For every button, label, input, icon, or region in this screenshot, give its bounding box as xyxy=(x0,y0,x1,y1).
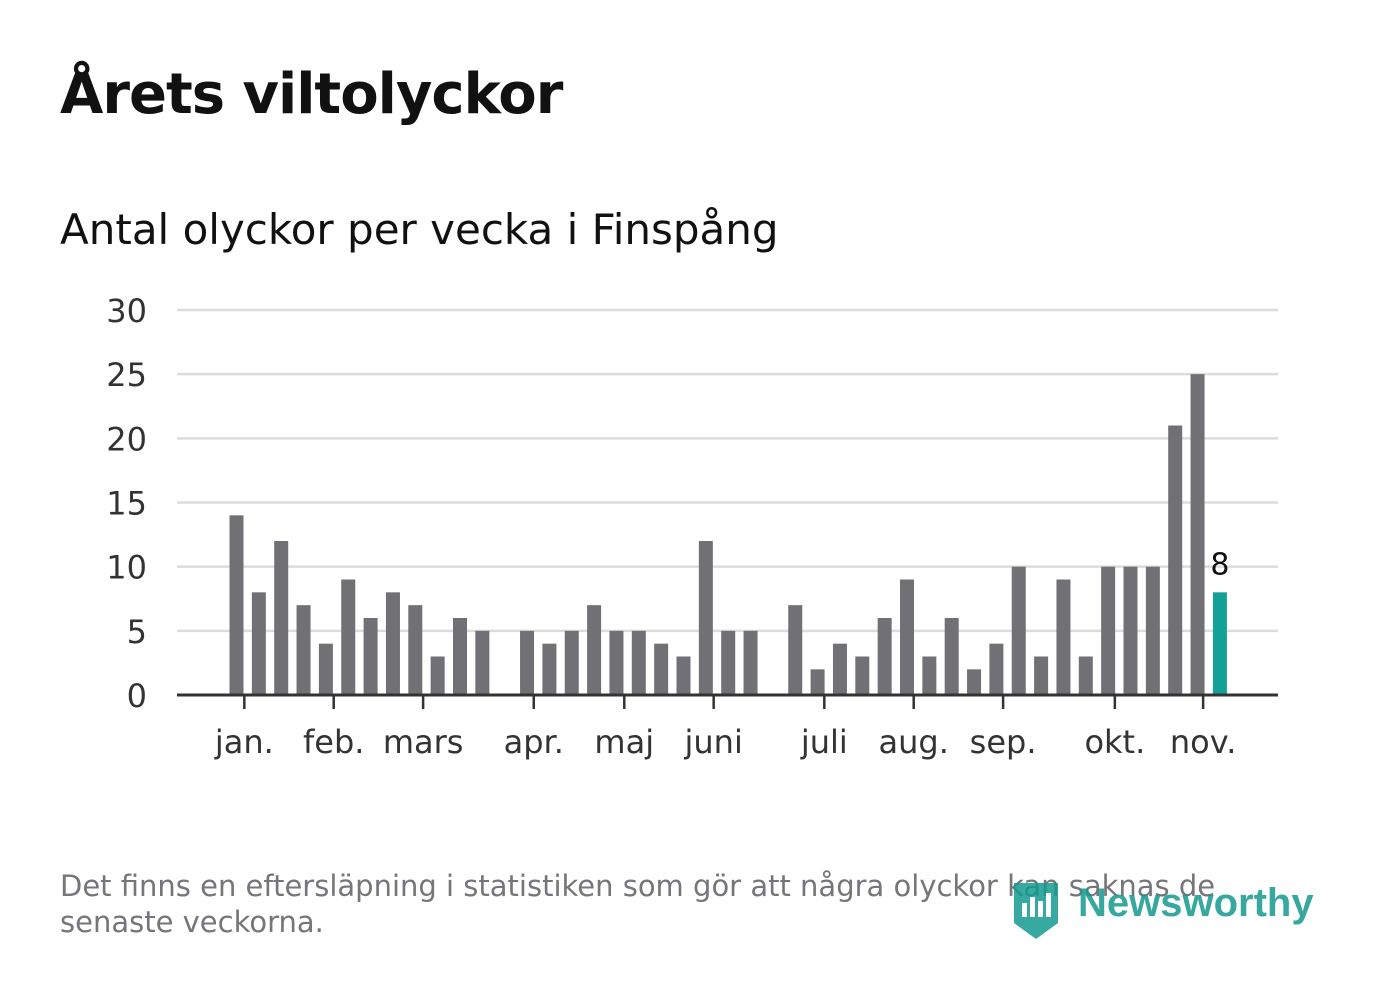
bar xyxy=(453,618,467,695)
bar xyxy=(944,618,959,695)
x-tick-label: aug. xyxy=(879,723,949,761)
y-tick-label: 30 xyxy=(106,292,147,330)
bar xyxy=(1168,425,1183,695)
bar xyxy=(430,656,445,695)
bar-chart: 0 5 10 15 20 25 30 8 jan. feb. mars apr. maj juni juli… xyxy=(106,292,1278,761)
x-tick-label: sep. xyxy=(970,723,1037,761)
y-tick-label: 15 xyxy=(106,485,147,523)
bar-highlight xyxy=(1212,592,1227,695)
bar xyxy=(564,630,579,695)
bar xyxy=(922,656,937,695)
data-label: 8 xyxy=(1210,547,1229,582)
x-tick-label: juli xyxy=(800,723,848,761)
bar xyxy=(251,592,266,695)
bar xyxy=(967,669,982,695)
bar xyxy=(631,630,646,695)
bar xyxy=(1078,656,1093,695)
bar xyxy=(877,618,892,695)
bar xyxy=(900,579,914,695)
x-tick-label: feb. xyxy=(303,723,364,761)
bar xyxy=(743,630,758,695)
chart-title: Årets viltolyckor xyxy=(60,62,563,127)
bar xyxy=(408,605,423,695)
x-tick-label: okt. xyxy=(1084,723,1145,761)
bar xyxy=(855,656,870,695)
bar xyxy=(520,630,535,695)
bar xyxy=(385,592,400,695)
y-tick-label: 0 xyxy=(127,677,147,715)
logo-text: Newsworthy xyxy=(1078,881,1314,925)
x-tick-label: juni xyxy=(684,723,743,761)
bar xyxy=(341,579,356,695)
x-tick-label: nov. xyxy=(1170,723,1236,761)
bar xyxy=(832,643,847,695)
bar xyxy=(1101,566,1116,695)
bar xyxy=(788,605,803,695)
bar xyxy=(989,643,1004,695)
y-tick-label: 5 xyxy=(127,613,147,651)
bar xyxy=(1190,374,1205,695)
bar xyxy=(654,643,669,695)
bar xyxy=(1145,566,1160,695)
bar xyxy=(296,605,311,695)
bar xyxy=(587,605,602,695)
bar xyxy=(274,541,289,695)
bar xyxy=(475,630,490,695)
y-tick-label: 25 xyxy=(106,356,147,394)
y-tick-label: 20 xyxy=(106,420,147,458)
x-tick-label: maj xyxy=(594,723,654,761)
bar xyxy=(676,656,691,695)
bar xyxy=(542,643,557,695)
bar xyxy=(698,541,713,695)
y-tick-label: 10 xyxy=(106,549,147,587)
bar xyxy=(721,630,736,695)
x-tick-label: jan. xyxy=(214,723,274,761)
bar xyxy=(810,669,825,695)
bar xyxy=(1011,566,1026,695)
x-tick-label: mars xyxy=(383,723,464,761)
bar xyxy=(1056,579,1071,695)
newsworthy-logo-icon xyxy=(1014,883,1058,939)
bar xyxy=(318,643,333,695)
chart-subtitle: Antal olyckor per vecka i Finspång xyxy=(60,205,779,254)
bar xyxy=(609,630,624,695)
newsworthy-logo[interactable]: Newsworthy xyxy=(1010,875,1320,945)
bar xyxy=(1123,566,1138,695)
bar xyxy=(1034,656,1049,695)
bar xyxy=(229,515,244,695)
x-tick-label: apr. xyxy=(504,723,564,761)
bar xyxy=(363,618,378,695)
